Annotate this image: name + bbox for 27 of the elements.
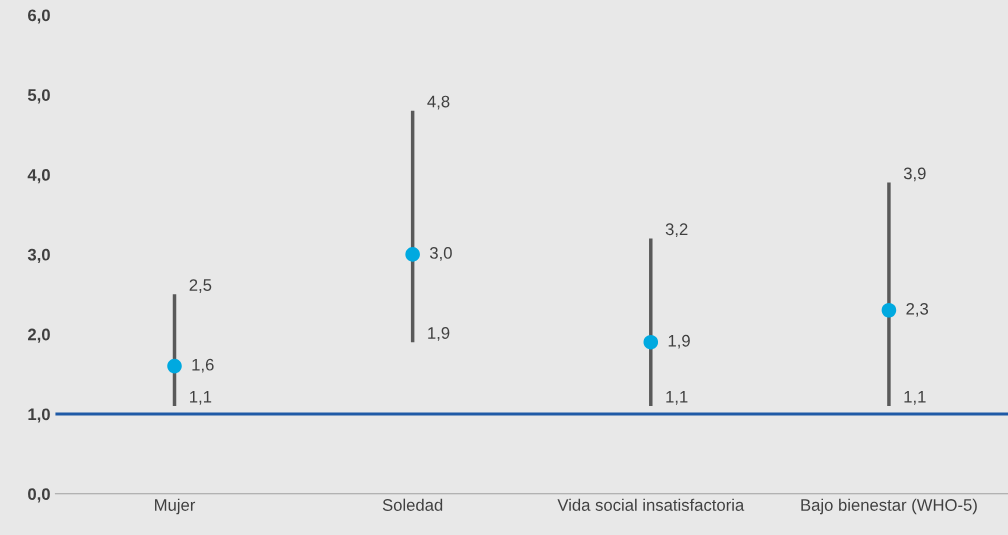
annotation: 3,9 <box>903 167 926 182</box>
data-label: 3,0 <box>429 247 452 261</box>
annotation: 1,1 <box>904 391 926 405</box>
x-tick-label: Bajo bienestar (WHO-5) <box>801 498 977 515</box>
data-label: 1,9 <box>668 334 690 349</box>
annotation: 1,9 <box>428 327 450 341</box>
x-tick-label: Vida social insatisfactoria <box>557 498 745 511</box>
annotation: 4,8 <box>427 95 450 110</box>
point <box>881 302 897 318</box>
x-tick-label: Soledad <box>382 498 443 511</box>
y-tick-label: 0,0 <box>28 488 50 503</box>
annotation: 1,1 <box>666 391 688 405</box>
y-tick-label: 3,0 <box>27 248 50 264</box>
y-tick-label: 6,0 <box>28 9 50 24</box>
point <box>405 247 420 262</box>
y-tick-label: 1,0 <box>28 408 50 423</box>
data-label: 2,3 <box>906 302 929 317</box>
point <box>167 358 182 374</box>
y-tick-label: 5,0 <box>27 89 50 104</box>
x-tick-label: Mujer <box>155 498 196 515</box>
annotation: 3,2 <box>665 223 688 238</box>
annotation: 2,5 <box>189 279 212 293</box>
y-tick-label: 2,0 <box>27 328 50 343</box>
y-tick-label: 4,0 <box>27 168 50 184</box>
data-label: 1,6 <box>192 358 214 373</box>
point <box>643 334 659 350</box>
annotation: 1,1 <box>190 391 212 405</box>
